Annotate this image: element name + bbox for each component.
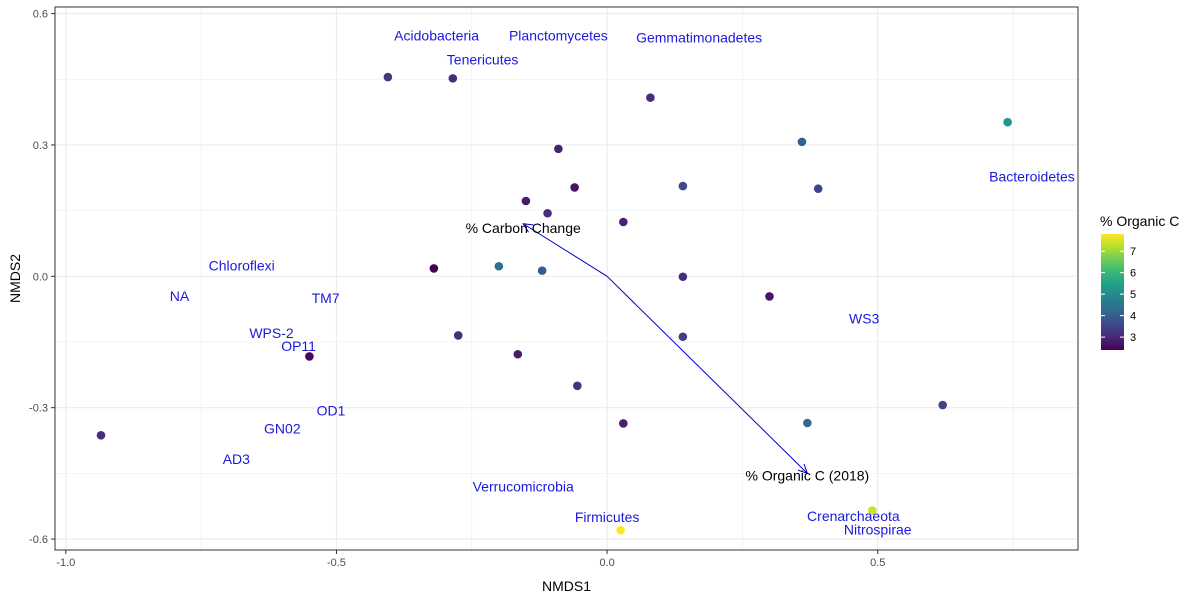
x-tick-label: 0.5 [870, 557, 885, 569]
taxon-label: Acidobacteria [394, 27, 479, 43]
data-point [570, 183, 579, 192]
legend-tick-label: 5 [1130, 289, 1136, 301]
taxon-label: Nitrospirae [844, 521, 912, 537]
vector-arrow-head [797, 463, 809, 475]
data-point [797, 137, 807, 147]
vector-arrow-head [522, 223, 534, 233]
data-point [619, 217, 628, 227]
axis-layer: -1.0 -0.5 0.0 0.5 -0.6 -0.3 0.0 0.3 0.6 [29, 9, 885, 569]
y-axis-title: NMDS2 [7, 254, 23, 303]
data-point [96, 430, 106, 440]
taxon-label: Crenarchaeota [807, 508, 900, 524]
taxon-label: Bacteroidetes [989, 168, 1075, 184]
data-point [554, 144, 563, 154]
vector-arrow-line [522, 223, 608, 277]
data-point [543, 208, 552, 218]
taxon-label: OD1 [317, 403, 346, 419]
data-point [383, 72, 393, 82]
data-point [448, 74, 458, 83]
taxon-label: WPS-2 [249, 325, 294, 341]
taxon-label: OP11 [281, 338, 316, 354]
x-axis-title: NMDS1 [542, 578, 591, 594]
data-point [678, 332, 688, 342]
grid-layer [55, 7, 1078, 550]
data-point [938, 400, 947, 410]
taxon-label: Gemmatimonadetes [636, 30, 762, 46]
legend-ticks: 3 4 5 6 7 [1101, 246, 1136, 344]
taxon-label: AD3 [223, 451, 250, 467]
data-point [765, 292, 774, 301]
data-point [619, 419, 628, 428]
legend-tick-label: 4 [1130, 311, 1136, 323]
color-legend: % Organic C 3 4 5 6 7 [1100, 213, 1179, 350]
label-layer: Acidobacteria Tenericutes Planctomycetes Ge… [170, 27, 1075, 537]
y-tick-label: 0.0 [33, 271, 48, 283]
taxon-label: Planctomycetes [509, 27, 608, 43]
data-point [429, 264, 439, 273]
taxon-label: Verrucomicrobia [473, 479, 574, 495]
taxon-label: TM7 [312, 290, 340, 306]
data-point [1003, 117, 1012, 127]
taxon-label: Chloroflexi [209, 257, 275, 273]
taxon-label: NA [170, 288, 190, 304]
legend-tick-label: 7 [1130, 246, 1136, 258]
x-tick-label: -0.5 [327, 557, 346, 569]
taxon-label: Firmicutes [575, 509, 640, 525]
legend-tick-label: 6 [1130, 268, 1136, 280]
taxon-label: Tenericutes [447, 52, 519, 68]
vector-label: % Organic C (2018) [746, 468, 870, 484]
vector-label: % Carbon Change [466, 220, 581, 236]
legend-title: % Organic C [1100, 213, 1179, 229]
data-point [521, 196, 531, 206]
data-point [573, 381, 582, 391]
y-tick-label: -0.6 [29, 534, 48, 546]
x-tick-label: -1.0 [56, 557, 75, 569]
taxon-label: WS3 [849, 310, 880, 326]
point-layer [96, 72, 1012, 535]
data-point [494, 261, 504, 271]
data-point [453, 331, 463, 340]
data-point [305, 352, 314, 361]
data-point [678, 181, 688, 191]
vector-layer [522, 223, 809, 475]
data-point [646, 93, 655, 102]
data-point [803, 418, 812, 428]
data-point [678, 272, 688, 282]
data-point [537, 266, 547, 275]
legend-tick-label: 3 [1130, 332, 1136, 344]
panel-border [54, 6, 1079, 551]
data-point [616, 525, 625, 535]
vector-arrow-line [606, 275, 808, 474]
data-point [513, 349, 523, 359]
taxon-label: GN02 [264, 421, 301, 437]
y-tick-label: 0.3 [33, 140, 48, 152]
data-point [868, 506, 877, 515]
legend-colorbar [1101, 234, 1124, 350]
y-tick-label: -0.3 [29, 403, 48, 415]
data-point [813, 184, 823, 194]
y-tick-label: 0.6 [33, 9, 48, 21]
x-tick-label: 0.0 [599, 557, 614, 569]
